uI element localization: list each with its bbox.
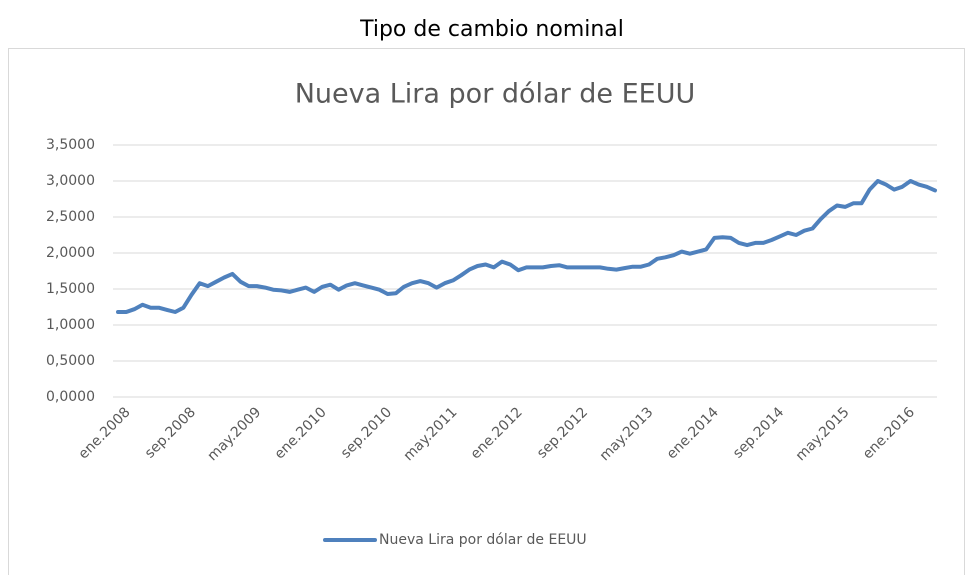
- y-tick-label: 2,0000: [46, 245, 95, 261]
- page-heading: Tipo de cambio nominal: [359, 17, 624, 42]
- data-line: [116, 179, 937, 314]
- y-tick-label: 3,0000: [46, 173, 95, 189]
- legend-label: Nueva Lira por dólar de EEUU: [379, 532, 587, 548]
- y-tick-label: 0,5000: [46, 353, 95, 369]
- y-tick-label: 1,0000: [46, 317, 95, 333]
- chart-title: Nueva Lira por dólar de EEUU: [295, 79, 696, 110]
- y-tick-label: 1,5000: [46, 281, 95, 297]
- chart-frame: [8, 48, 965, 575]
- y-tick-label: 2,5000: [46, 209, 95, 225]
- y-tick-label: 0,0000: [46, 389, 95, 405]
- y-tick-label: 3,5000: [46, 137, 95, 153]
